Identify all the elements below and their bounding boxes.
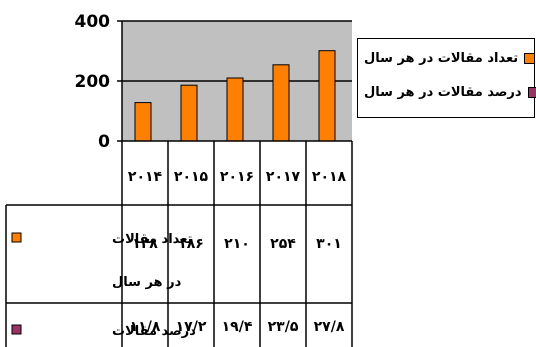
row-label-count-line1: تعداد مقالات [112,232,192,247]
x-tick-label: ۲۰۱۶ [220,169,254,185]
data-table-cell: ۲۱۰ [224,236,250,252]
bar-count [318,50,336,142]
row-label-swatch-percent [11,324,22,335]
legend-item-count: تعداد مقالات در هر سال [364,51,536,66]
data-table-cell: ۲۵۴ [270,236,296,252]
y-tick-label: 0 [98,132,110,152]
data-table-cell: ۱۸۶ [178,236,204,252]
x-tick-label: ۲۰۱۷ [266,169,301,185]
data-table-cell: ۱۹/۴ [222,319,253,335]
legend-swatch-count [524,53,536,64]
row-label-count-line2: در هر سال [112,275,182,290]
bar-count [226,77,244,142]
data-table-cell: ۱۷/۲ [176,319,207,335]
y-axis-ticks: 0 200 400 [75,12,122,152]
data-table-grid [5,141,353,347]
data-table-cell: ۲۷/۸ [314,319,345,335]
data-table-cell: ۳۰۱ [316,236,342,252]
data-table-row-labels: تعداد مقالات در هر سال درصد مقالات [11,232,196,339]
y-tick-label: 200 [75,72,111,92]
legend-label-percent: درصد مقالات در هر سال [364,85,522,100]
data-table-cell: ۲۳/۵ [268,319,299,335]
x-tick-label: ۲۰۱۸ [312,169,347,185]
row-label-swatch-count [11,232,22,243]
bar-count [134,102,152,142]
legend-swatch-percent [527,87,536,98]
legend-label-count: تعداد مقالات در هر سال [364,51,519,66]
x-tick-label: ۲۰۱۵ [174,169,209,185]
data-table-cell: ۱۲۸ [132,236,158,252]
row-label-percent: درصد مقالات [112,324,196,339]
data-table-cell: ۱۱/۸ [130,319,161,335]
y-tick-label: 400 [75,12,111,32]
bar-count [272,64,290,142]
bar-count [180,84,198,142]
x-tick-label: ۲۰۱۴ [128,169,163,185]
data-table-cells: ۱۲۸ ۱۸۶ ۲۱۰ ۲۵۴ ۳۰۱ ۱۱/۸ ۱۷/۲ ۱۹/۴ ۲۳/۵ ۲۷/۸ [130,236,345,335]
legend: تعداد مقالات در هر سال درصد مقالات در هر… [357,38,536,118]
legend-item-percent: درصد مقالات در هر سال [364,85,536,100]
x-axis-labels: ۲۰۱۴ ۲۰۱۵ ۲۰۱۶ ۲۰۱۷ ۲۰۱۸ [128,169,347,185]
